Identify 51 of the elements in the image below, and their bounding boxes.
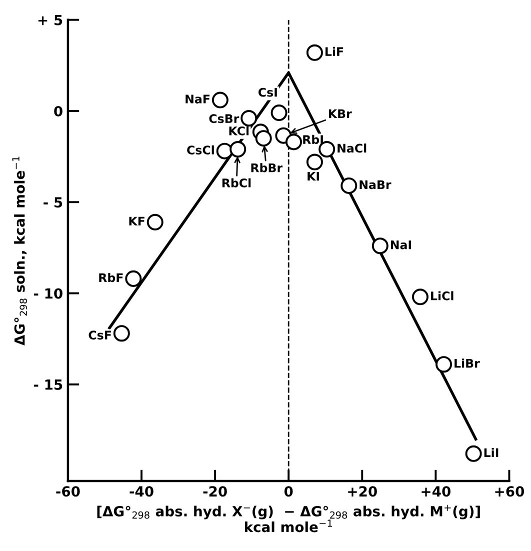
point [412, 288, 428, 306]
annotation: KBr [328, 109, 352, 118]
y-tick-label: - 10 [34, 288, 62, 299]
point [436, 356, 452, 373]
x-tick-label: +40 [422, 486, 451, 497]
x-tick-label: -60 [56, 486, 80, 497]
annotation: NaF [186, 94, 210, 104]
x-tick-label: +20 [348, 486, 377, 497]
point [285, 134, 302, 150]
text: [ΔG°$_{298}$ abs. hyd. X$^{−}$(g) − ΔG°$_{298}$ abs. hyd. M$^{+}$(g)] kcal mole$^{−1}$ [97, 504, 480, 532]
point [146, 214, 164, 230]
annotation: NaCl [338, 144, 366, 153]
point [270, 104, 288, 122]
point [125, 270, 142, 287]
x-tick-label: -20 [203, 486, 227, 497]
x-tick-label: +60 [495, 486, 524, 497]
x-tick-label: 0 [284, 486, 293, 497]
point [306, 154, 323, 170]
point [230, 141, 246, 158]
point [212, 92, 228, 108]
annotation: KCl [229, 126, 249, 136]
annotation: CsI [258, 88, 277, 97]
point [340, 177, 358, 194]
y-tick-label: - 15 [34, 380, 62, 390]
annotation: NaI [390, 240, 412, 250]
point [216, 142, 233, 160]
y-tick-label: 0 [54, 106, 62, 116]
annotation: CsF [88, 330, 111, 340]
annotation: LiI [484, 448, 498, 457]
y-tick-label: - 5 [44, 197, 62, 208]
point [255, 130, 272, 147]
point [306, 44, 323, 61]
annotation: NaBr [360, 180, 392, 190]
annotation: LiBr [454, 358, 480, 368]
point [113, 325, 130, 342]
annotation: LiCl [431, 291, 454, 300]
y-axis-title: ΔG°$_{298}$ soln., kcal mole$^{−1}$ [12, 156, 28, 346]
annotation: RbF [99, 272, 123, 282]
annotation: RbI [303, 134, 323, 144]
annotation: KI [308, 172, 319, 181]
annotation: KF [129, 216, 144, 226]
x-tick-label: -40 [130, 486, 154, 497]
point [465, 445, 482, 462]
point [240, 110, 258, 127]
y-tick-label: + 5 [38, 14, 62, 26]
annotation: CsBr [209, 114, 240, 124]
annotation: LiF [326, 46, 344, 56]
point [372, 238, 388, 254]
annotation: CsCl [187, 145, 214, 155]
annotation: RbBr [251, 163, 283, 172]
annotation: RbCl [222, 178, 251, 188]
